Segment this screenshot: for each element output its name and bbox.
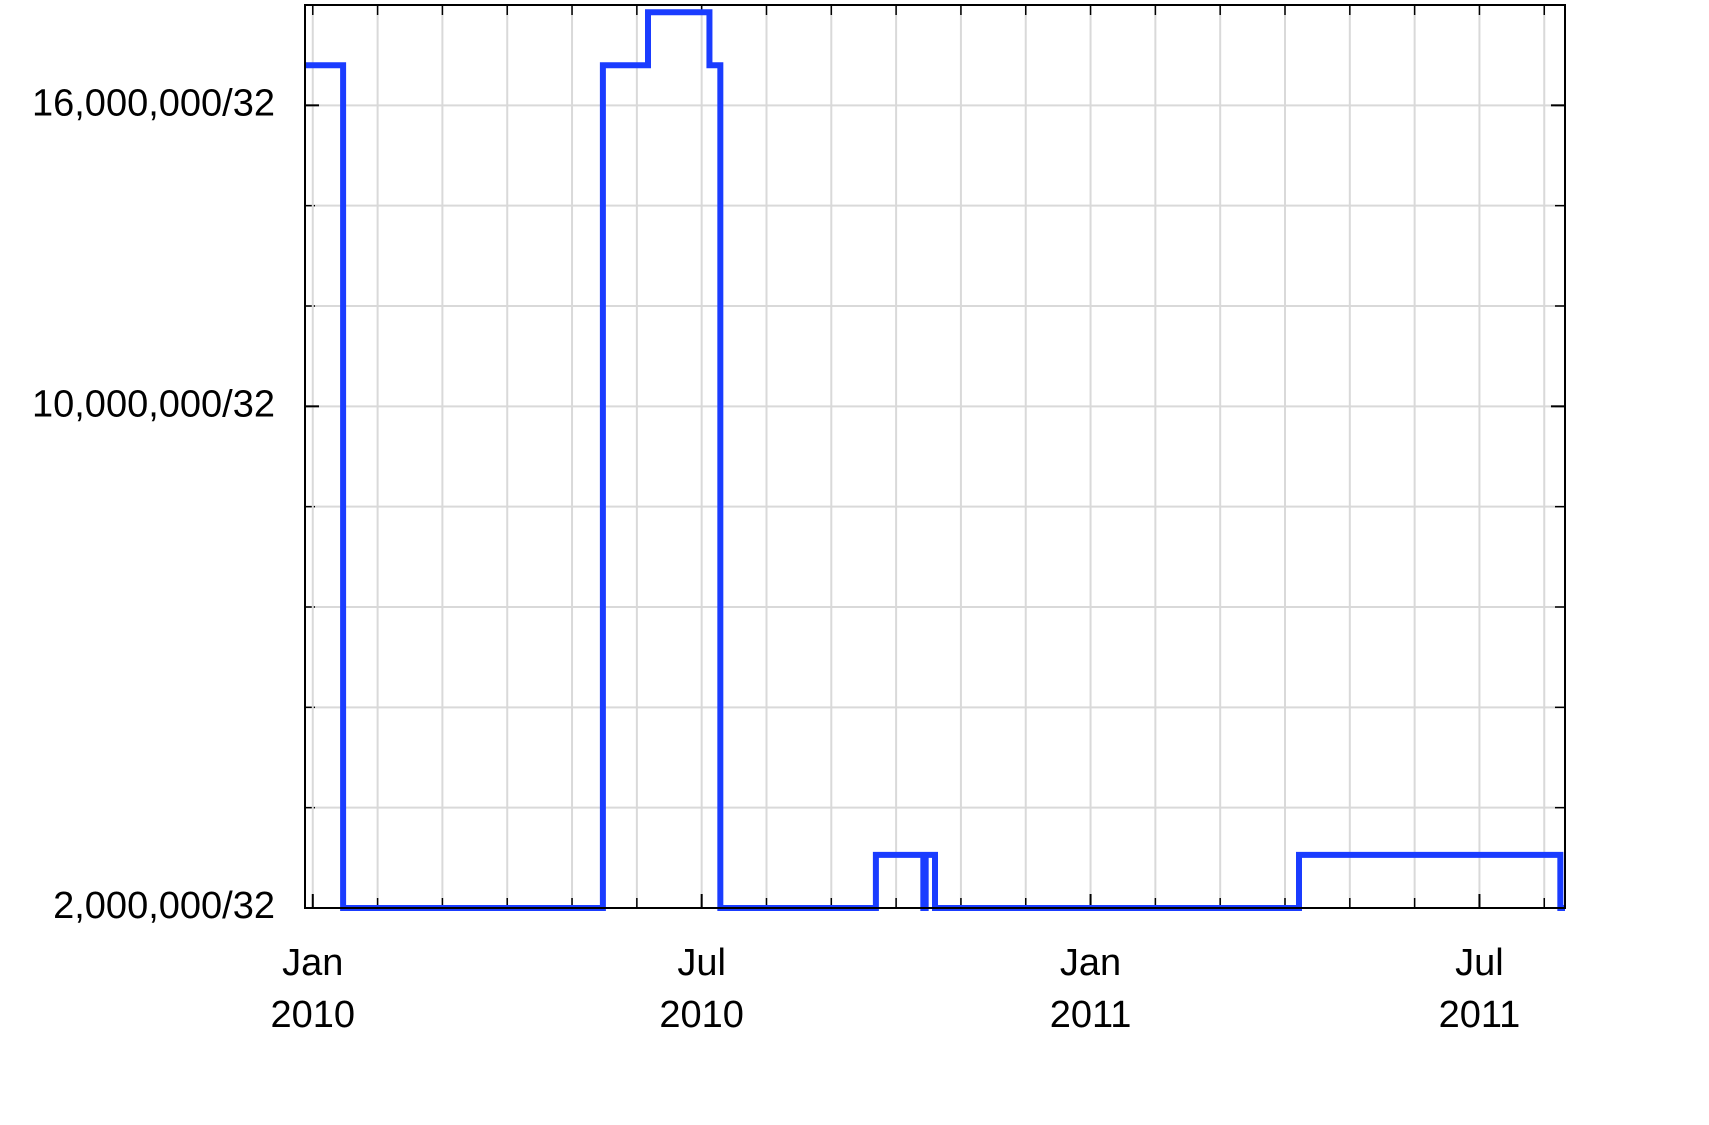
x-tick-label: Jan 2010 bbox=[270, 942, 356, 1036]
y-tick-label: 10,000,000/32 bbox=[32, 383, 275, 425]
x-tick-label: Jan 2011 bbox=[1049, 942, 1132, 1036]
y-tick-label: 2,000,000/32 bbox=[53, 885, 275, 927]
y-tick-label: 16,000,000/32 bbox=[32, 82, 275, 124]
plot-frame bbox=[304, 4, 1566, 909]
x-tick-label: Jul 2010 bbox=[659, 942, 744, 1036]
data-line bbox=[305, 9, 1565, 911]
x-tick-label: Jul 2011 bbox=[1438, 942, 1521, 1036]
